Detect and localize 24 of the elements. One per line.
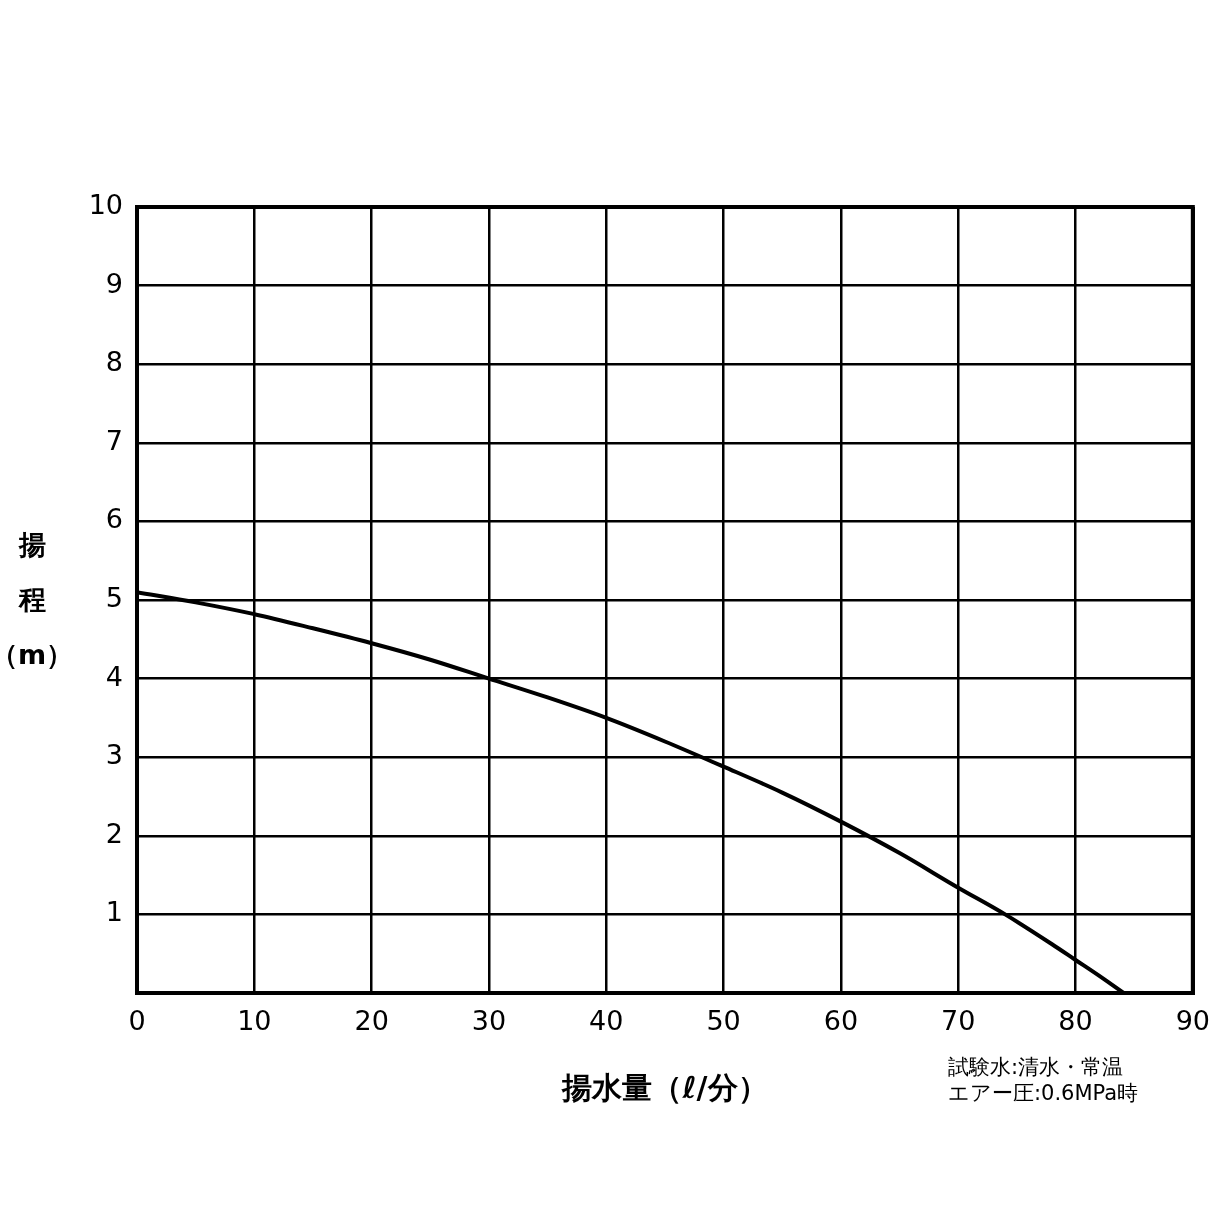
y-tick-label: 5 [105, 582, 123, 614]
text: 試験水:清水・常温 [948, 1055, 1124, 1080]
y-tick-label: 6 [105, 503, 123, 535]
y-tick-label: 3 [105, 739, 123, 771]
x-tick-label: 70 [941, 1005, 976, 1037]
x-tick-label: 50 [706, 1005, 741, 1037]
x-tick-label: 80 [1058, 1005, 1093, 1037]
y-tick-label: 2 [105, 817, 123, 849]
y-tick-label: 7 [105, 424, 123, 456]
x-axis-title: 揚水量（ℓ/分） [561, 1069, 768, 1105]
y-tick-label: 1 [105, 896, 123, 928]
x-tick-label: 10 [237, 1005, 272, 1037]
y-tick-label: 8 [105, 346, 123, 378]
text: エアー圧:0.6MPa時 [948, 1081, 1139, 1106]
x-tick-label: 0 [128, 1005, 146, 1037]
x-tick-label: 90 [1175, 1005, 1210, 1037]
y-tick-label: 4 [105, 660, 123, 692]
x-tick-label: 30 [471, 1005, 507, 1037]
x-tick-label: 60 [823, 1005, 859, 1037]
x-tick-label: 20 [354, 1005, 389, 1037]
y-tick-label: 10 [88, 189, 123, 221]
y-tick-label: 9 [105, 267, 123, 299]
x-tick-label: 40 [589, 1005, 624, 1037]
y-axis-title: 揚程（m） [0, 529, 74, 671]
